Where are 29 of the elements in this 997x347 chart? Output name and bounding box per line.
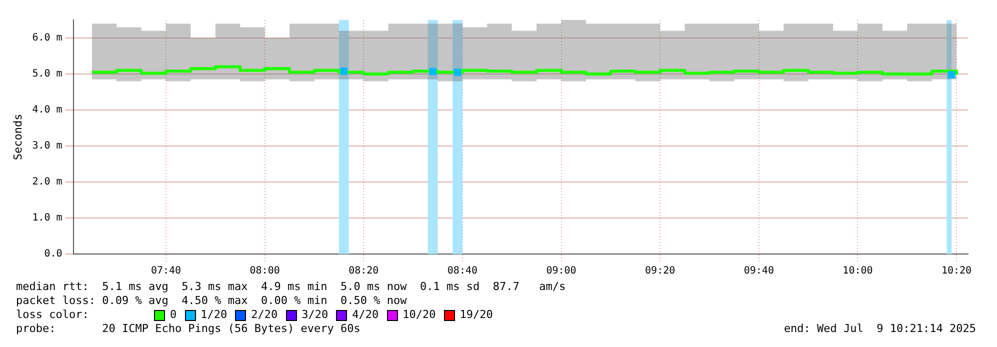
x-tick-label: 09:20 xyxy=(645,266,676,277)
text: packet loss: 0.09 % avg 4.50 % max 0.00 % min 0.50 % now xyxy=(16,294,408,308)
x-tick-label: 10:00 xyxy=(842,266,873,277)
x-tick-label: 10:20 xyxy=(941,266,972,277)
x-tick-label: 08:20 xyxy=(348,266,379,277)
y-tick-label: 2.0 m xyxy=(32,176,62,188)
y-tick-label: 4.0 m xyxy=(32,104,62,116)
x-tick-label: 09:40 xyxy=(744,266,774,277)
text: probe: 20 ICMP Echo Pings (56 Bytes) every 60s xyxy=(16,322,360,336)
y-tick-label: 3.0 m xyxy=(32,140,62,152)
text: median rtt: 5.1 ms avg 5.3 ms max 4.9 ms min 5.0 ms now 0.1 ms sd 87.7 am/s xyxy=(16,280,567,294)
legend-label: 2/20 xyxy=(251,308,278,322)
legend-label: 3/20 xyxy=(302,308,328,322)
x-tick-label: 08:40 xyxy=(447,266,478,277)
legend-label: 10/20 xyxy=(402,308,436,322)
text: end: Wed Jul 9 10:21:14 2025 xyxy=(784,322,976,336)
legend-label: 1/20 xyxy=(200,308,228,322)
y-tick-label: 5.0 m xyxy=(32,68,62,80)
y-axis-title: Seconds xyxy=(11,114,24,160)
legend-label: 4/20 xyxy=(352,308,379,322)
legend-label: 0 xyxy=(170,308,177,322)
x-tick-label: 07:40 xyxy=(150,266,182,277)
y-tick-label: 1.0 m xyxy=(32,212,62,224)
y-tick-label: 0.0 xyxy=(44,248,62,260)
y-tick-label: 6.0 m xyxy=(32,32,62,44)
legend-title: loss color: xyxy=(16,308,90,322)
x-tick-label: 09:00 xyxy=(546,266,576,277)
legend-label: 19/20 xyxy=(460,308,493,322)
x-tick-label: 08:00 xyxy=(250,266,280,277)
